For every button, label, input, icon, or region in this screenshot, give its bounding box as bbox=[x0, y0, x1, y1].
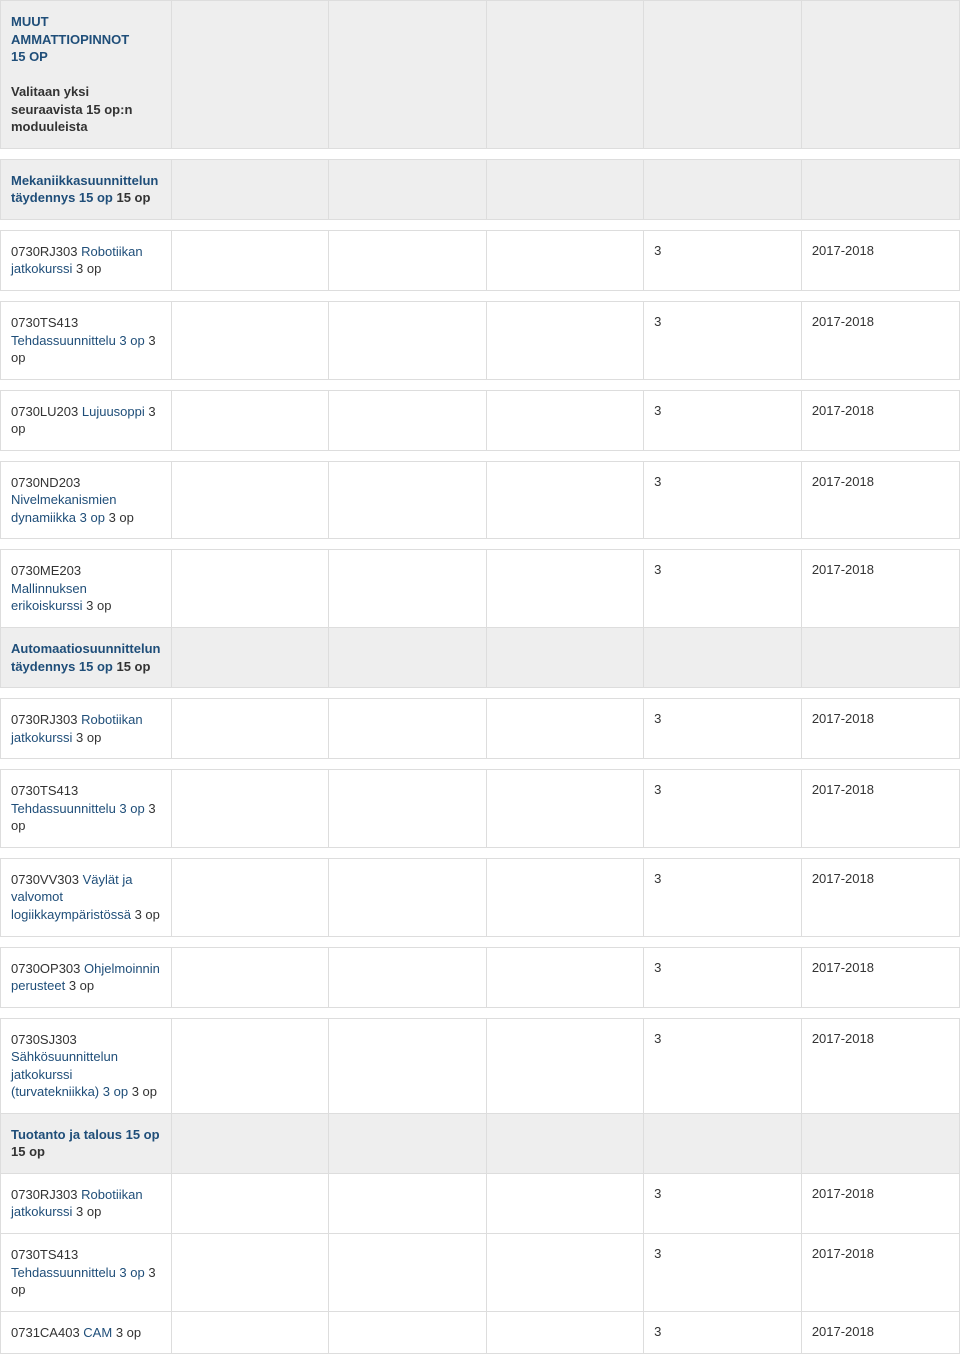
course-row: 0730LU203 Lujuusoppi 3 op32017-2018 bbox=[0, 390, 960, 451]
course-year: 2017-2018 bbox=[812, 403, 874, 418]
course-op: 3 op bbox=[76, 730, 101, 745]
course-op: 3 op bbox=[86, 598, 111, 613]
course-code: 0730VV303 bbox=[11, 872, 79, 887]
course-code: 0731CA403 bbox=[11, 1325, 80, 1340]
course-row: 0730ME203 Mallinnuksen erikoiskurssi 3 o… bbox=[0, 549, 960, 628]
course-credits: 3 bbox=[654, 314, 661, 329]
course-row: 0730ND203 Nivelmekanismien dynamiikka 3 … bbox=[0, 461, 960, 540]
section-title-after: 15 op bbox=[113, 659, 151, 674]
course-credits: 3 bbox=[654, 243, 661, 258]
course-row: 0730TS413 Tehdassuunnittelu 3 op 3 op320… bbox=[0, 301, 960, 380]
course-link[interactable]: Tehdassuunnittelu 3 op bbox=[11, 1265, 145, 1280]
course-link[interactable]: Lujuusoppi bbox=[82, 404, 145, 419]
course-link[interactable]: Tehdassuunnittelu 3 op bbox=[11, 801, 145, 816]
course-year: 2017-2018 bbox=[812, 474, 874, 489]
course-code: 0730LU203 bbox=[11, 404, 78, 419]
section-header: Tuotanto ja talous 15 op 15 op bbox=[0, 1114, 960, 1174]
course-link[interactable]: Tehdassuunnittelu 3 op bbox=[11, 333, 145, 348]
course-year: 2017-2018 bbox=[812, 960, 874, 975]
course-link[interactable]: Sähkösuunnittelun jatkokurssi (turvatekn… bbox=[11, 1049, 128, 1099]
section-title-credits: 15 OP bbox=[11, 49, 48, 64]
course-credits: 3 bbox=[654, 1031, 661, 1046]
course-year: 2017-2018 bbox=[812, 782, 874, 797]
course-code: 0730ME203 bbox=[11, 563, 81, 578]
course-year: 2017-2018 bbox=[812, 1031, 874, 1046]
course-row: 0730OP303 Ohjelmoinnin perusteet 3 op320… bbox=[0, 947, 960, 1008]
course-year: 2017-2018 bbox=[812, 871, 874, 886]
course-code: 0730ND203 bbox=[11, 475, 80, 490]
course-code: 0730SJ303 bbox=[11, 1032, 77, 1047]
course-credits: 3 bbox=[654, 782, 661, 797]
course-credits: 3 bbox=[654, 1324, 661, 1339]
course-year: 2017-2018 bbox=[812, 562, 874, 577]
section-header: Automaatiosuunnittelun täydennys 15 op 1… bbox=[0, 628, 960, 688]
course-code: 0730RJ303 bbox=[11, 712, 78, 727]
course-link[interactable]: Nivelmekanismien dynamiikka 3 op bbox=[11, 492, 116, 525]
course-credits: 3 bbox=[654, 960, 661, 975]
course-credits: 3 bbox=[654, 562, 661, 577]
course-code: 0730TS413 bbox=[11, 783, 78, 798]
course-credits: 3 bbox=[654, 711, 661, 726]
course-op: 3 op bbox=[69, 978, 94, 993]
course-op: 3 op bbox=[109, 510, 134, 525]
course-op: 3 op bbox=[135, 907, 160, 922]
course-row: 0730VV303 Väylät ja valvomot logiikkaymp… bbox=[0, 858, 960, 937]
course-link[interactable]: CAM bbox=[83, 1325, 112, 1340]
course-year: 2017-2018 bbox=[812, 314, 874, 329]
course-link[interactable]: Mallinnuksen erikoiskurssi bbox=[11, 581, 87, 614]
course-credits: 3 bbox=[654, 871, 661, 886]
course-op: 3 op bbox=[76, 1204, 101, 1219]
course-row: 0731CA403 CAM 3 op 3 2017-2018 bbox=[0, 1312, 960, 1354]
course-code: 0730RJ303 bbox=[11, 244, 78, 259]
course-year: 2017-2018 bbox=[812, 1246, 874, 1261]
section-title-after: 15 op bbox=[11, 1144, 45, 1159]
course-code: 0730RJ303 bbox=[11, 1187, 78, 1202]
course-op: 3 op bbox=[132, 1084, 157, 1099]
course-row: 0730RJ303 Robotiikan jatkokurssi 3 op320… bbox=[0, 1174, 960, 1234]
curriculum-table: MUUT AMMATTIOPINNOT 15 OP Valitaan yksi s… bbox=[0, 0, 960, 1354]
section-header: MUUT AMMATTIOPINNOT 15 OP Valitaan yksi s… bbox=[0, 0, 960, 149]
course-credits: 3 bbox=[654, 403, 661, 418]
course-op: 3 op bbox=[76, 261, 101, 276]
course-row: 0730RJ303 Robotiikan jatkokurssi 3 op320… bbox=[0, 698, 960, 759]
course-row: 0730RJ303 Robotiikan jatkokurssi 3 op320… bbox=[0, 230, 960, 291]
course-year: 2017-2018 bbox=[812, 1186, 874, 1201]
course-year: 2017-2018 bbox=[812, 243, 874, 258]
course-year: 2017-2018 bbox=[812, 711, 874, 726]
course-code: 0730OP303 bbox=[11, 961, 80, 976]
course-code: 0730TS413 bbox=[11, 1247, 78, 1262]
course-op: 3 op bbox=[116, 1325, 141, 1340]
section-title: MUUT AMMATTIOPINNOT bbox=[11, 14, 129, 47]
course-row: 0730TS413 Tehdassuunnittelu 3 op 3 op320… bbox=[0, 1234, 960, 1312]
section-subtext: Valitaan yksi seuraavista 15 op:n moduul… bbox=[11, 84, 132, 134]
section-title-after: 15 op bbox=[113, 190, 151, 205]
course-credits: 3 bbox=[654, 1246, 661, 1261]
course-year: 2017-2018 bbox=[812, 1324, 874, 1339]
course-code: 0730TS413 bbox=[11, 315, 78, 330]
course-row: 0730TS413 Tehdassuunnittelu 3 op 3 op320… bbox=[0, 769, 960, 848]
course-credits: 3 bbox=[654, 1186, 661, 1201]
course-row: 0730SJ303 Sähkösuunnittelun jatkokurssi … bbox=[0, 1018, 960, 1114]
course-credits: 3 bbox=[654, 474, 661, 489]
section-title: Tuotanto ja talous 15 op bbox=[11, 1127, 160, 1142]
section-header: Mekaniikkasuunnittelun täydennys 15 op 1… bbox=[0, 159, 960, 220]
